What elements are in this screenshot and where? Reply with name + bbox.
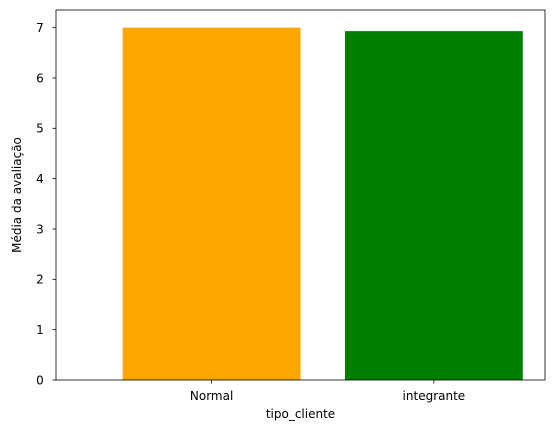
y-tick-label: 6 xyxy=(36,71,44,85)
y-tick-label: 2 xyxy=(36,273,44,287)
x-axis-label: tipo_cliente xyxy=(266,407,335,421)
x-tick-label: integrante xyxy=(403,389,466,403)
bar-integrante xyxy=(344,31,523,381)
plot-frame xyxy=(55,9,546,381)
y-tick-label: 5 xyxy=(36,122,44,136)
y-tick-label: 4 xyxy=(36,172,44,186)
y-axis-label: Média da avaliação xyxy=(10,137,24,253)
y-tick-label: 7 xyxy=(36,21,44,35)
y-axis-ticks: 0 1 2 3 4 5 6 7 xyxy=(36,21,56,387)
bar-normal xyxy=(122,27,301,380)
x-tick-label: Normal xyxy=(190,389,233,403)
y-tick-label: 0 xyxy=(36,373,44,387)
bars-group xyxy=(122,27,523,381)
y-tick-label: 1 xyxy=(36,323,44,337)
y-tick-label: 3 xyxy=(36,222,44,236)
x-axis-ticks: Normal integrante xyxy=(190,380,465,403)
